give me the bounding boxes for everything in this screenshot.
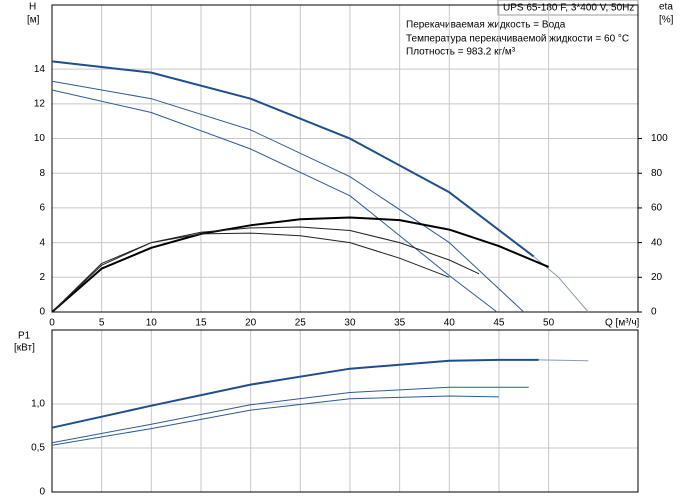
x-tick-label: 25 bbox=[295, 318, 307, 329]
y-label: H bbox=[29, 2, 36, 13]
series-line bbox=[51, 60, 535, 258]
y2-tick-label: 0 bbox=[651, 307, 657, 318]
annotation: Перекачиваемая жидкость = Вода bbox=[406, 20, 566, 31]
y-tick-label: 0 bbox=[39, 307, 45, 318]
y-tick-label: 4 bbox=[39, 237, 45, 248]
chart-title: UPS 65-180 F, 3*400 V, 50Hz bbox=[503, 3, 634, 14]
y-unit: [кВт] bbox=[14, 343, 35, 354]
y-label: P1 bbox=[18, 331, 31, 342]
plot-frame bbox=[51, 4, 639, 313]
x-tick-label: 30 bbox=[344, 318, 356, 329]
series-line bbox=[51, 80, 525, 313]
x-tick-label: 40 bbox=[444, 318, 456, 329]
y-tick-label: 0,5 bbox=[31, 443, 45, 454]
y2-tick-label: 80 bbox=[651, 168, 663, 179]
x-tick-label: 5 bbox=[99, 318, 105, 329]
y-tick-label: 1,0 bbox=[31, 399, 45, 410]
series-line bbox=[51, 216, 549, 313]
series-line bbox=[51, 395, 499, 446]
y2-tick-label: 40 bbox=[651, 237, 663, 248]
y-tick-label: 8 bbox=[39, 168, 45, 179]
x-tick-label: 20 bbox=[245, 318, 257, 329]
y-tick-label: 10 bbox=[34, 133, 46, 144]
x-tick-label: 15 bbox=[195, 318, 207, 329]
series-line bbox=[51, 358, 539, 429]
y-tick-label: 12 bbox=[34, 99, 46, 110]
series-line bbox=[51, 232, 450, 313]
series-line bbox=[51, 386, 529, 444]
x-label: Q [м³/ч] bbox=[605, 318, 640, 329]
y-tick-label: 14 bbox=[34, 64, 46, 75]
x-tick-label: 45 bbox=[493, 318, 505, 329]
series-line bbox=[51, 226, 480, 313]
y2-unit: [%] bbox=[659, 15, 674, 26]
y2-label: eta bbox=[659, 2, 673, 13]
x-tick-label: 10 bbox=[146, 318, 158, 329]
x-tick-label: 50 bbox=[543, 318, 555, 329]
y-tick-label: 6 bbox=[39, 203, 45, 214]
series-line bbox=[538, 359, 589, 362]
annotation: Плотность = 983.2 кг/м³ bbox=[406, 47, 516, 58]
y2-tick-label: 20 bbox=[651, 272, 663, 283]
y2-tick-label: 60 bbox=[651, 203, 663, 214]
x-tick-label: 35 bbox=[394, 318, 406, 329]
series-line bbox=[51, 89, 498, 313]
plot-frame bbox=[51, 329, 639, 493]
y-tick-label: 0 bbox=[39, 487, 45, 498]
annotation: Температура перекачиваемой жидкости = 60… bbox=[406, 34, 629, 45]
x-tick-label: 0 bbox=[49, 318, 55, 329]
y-tick-label: 2 bbox=[39, 272, 45, 283]
y2-tick-label: 100 bbox=[651, 133, 668, 144]
y-unit: [м] bbox=[27, 15, 40, 26]
